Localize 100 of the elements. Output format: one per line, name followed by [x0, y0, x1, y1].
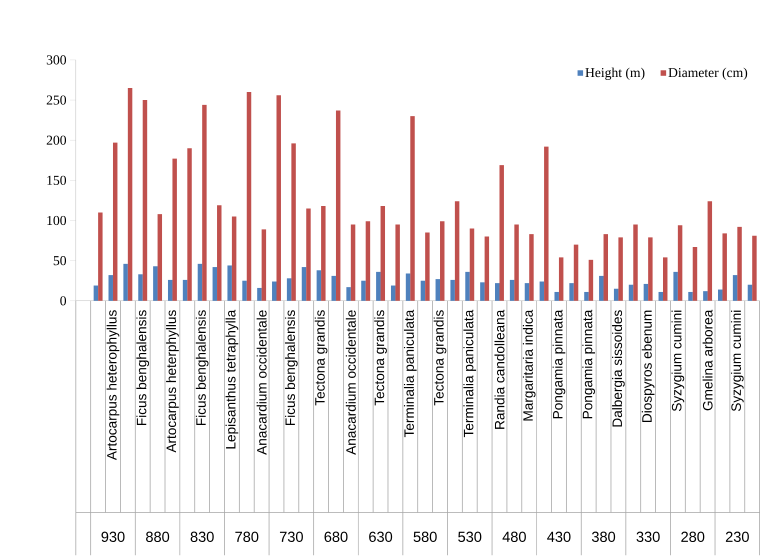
- bar: [390, 286, 396, 301]
- bar: [470, 228, 474, 301]
- bar: [410, 116, 415, 301]
- bar: [172, 158, 177, 301]
- x-tick-label: Terminalia paniculata: [404, 310, 417, 438]
- bar: [366, 221, 370, 301]
- bar: [232, 216, 236, 301]
- x-tick-label: Lepisanthus tetraphylla: [226, 310, 238, 449]
- bar: [257, 288, 262, 301]
- bar: [752, 236, 757, 301]
- bar: [692, 247, 698, 301]
- bar: [569, 283, 574, 301]
- bar: [246, 92, 252, 301]
- bar: [168, 280, 172, 301]
- text: 930: [102, 532, 125, 542]
- bar: [648, 238, 653, 301]
- bar: [663, 258, 668, 301]
- bar: [644, 284, 648, 301]
- x-tick-label: Syzygium cumini: [672, 310, 684, 412]
- bar: [540, 282, 544, 301]
- bar: [673, 272, 678, 301]
- bar: [395, 224, 400, 301]
- bar: [376, 272, 381, 301]
- bar: [514, 224, 519, 301]
- bar: [302, 267, 306, 301]
- bar: [425, 232, 430, 301]
- bar: [227, 266, 232, 301]
- bar: [495, 283, 500, 301]
- legend-label: Height (m): [585, 68, 644, 80]
- bar: [98, 212, 103, 301]
- bar: [262, 229, 266, 301]
- bar: [361, 280, 366, 301]
- bar: [212, 267, 218, 301]
- bar: [112, 142, 118, 301]
- text: 730: [280, 532, 303, 542]
- text: 230: [726, 532, 749, 542]
- text: 580: [414, 532, 437, 542]
- text: 330: [636, 532, 660, 542]
- bar: [316, 270, 322, 301]
- bar: [499, 165, 504, 301]
- x-tick-label: Tectona grandis: [374, 310, 387, 406]
- bar: [633, 224, 638, 301]
- bar: [748, 284, 752, 301]
- x-tick-label: Artocarpus heterphyllus: [166, 310, 179, 453]
- x-tick-label: Gmelina arborea: [702, 310, 713, 410]
- bar: [123, 264, 128, 301]
- bar: [187, 148, 192, 301]
- x-tick-label: Ficus benghalensis: [196, 310, 209, 426]
- bar: [484, 236, 490, 301]
- bar: [346, 287, 351, 301]
- bar: [722, 234, 727, 301]
- bar: [454, 201, 460, 301]
- y-tick-label: 300: [46, 55, 66, 65]
- y-tick-label: 50: [54, 256, 66, 266]
- bar: [158, 214, 162, 301]
- bar: [708, 201, 712, 301]
- bar: [272, 282, 276, 301]
- x-tick-label: Randia candolleana: [494, 310, 504, 429]
- bar: [450, 280, 455, 301]
- bar: [599, 276, 604, 301]
- bar: [688, 292, 693, 301]
- bar: [737, 227, 742, 301]
- bar: [276, 95, 281, 301]
- text: 430: [547, 532, 571, 542]
- bar: [350, 224, 356, 301]
- y-tick-label: 250: [46, 96, 66, 105]
- bar: [291, 144, 296, 301]
- bar: [108, 275, 113, 301]
- x-tick-label: Anacardium occidentale: [346, 310, 356, 455]
- bar: [544, 146, 549, 301]
- bar: [436, 279, 440, 301]
- bar: [510, 280, 514, 301]
- bar: [406, 274, 410, 301]
- bar: [202, 105, 207, 301]
- text: 830: [190, 532, 214, 542]
- text: 530: [458, 532, 482, 542]
- y-tick-label: 0: [60, 296, 66, 306]
- x-tick-label: Pongamia pinnata: [552, 310, 566, 418]
- x-tick-label: Terminalia paniculata: [463, 310, 476, 438]
- bar: [138, 274, 143, 301]
- bar: [198, 264, 202, 301]
- text: 880: [146, 532, 170, 542]
- bar: [658, 292, 663, 301]
- y-tick-label: 200: [46, 136, 66, 145]
- bar: [128, 88, 132, 301]
- bar: [524, 283, 530, 301]
- bar: [336, 110, 340, 301]
- bar: [380, 206, 386, 301]
- bar: [420, 280, 426, 301]
- bar: [732, 275, 738, 301]
- x-tick-label: Syzygium cumini: [730, 310, 744, 412]
- bar: [321, 206, 326, 301]
- bar: [242, 280, 247, 301]
- x-tick-label: Ficus benghalensis: [136, 310, 150, 426]
- y-tick-label: 150: [47, 176, 66, 186]
- bar: [286, 278, 292, 301]
- bar: [331, 276, 336, 301]
- x-tick-label: Diospyros ebenum: [642, 310, 654, 422]
- bar: [153, 266, 158, 301]
- text: 480: [502, 532, 526, 542]
